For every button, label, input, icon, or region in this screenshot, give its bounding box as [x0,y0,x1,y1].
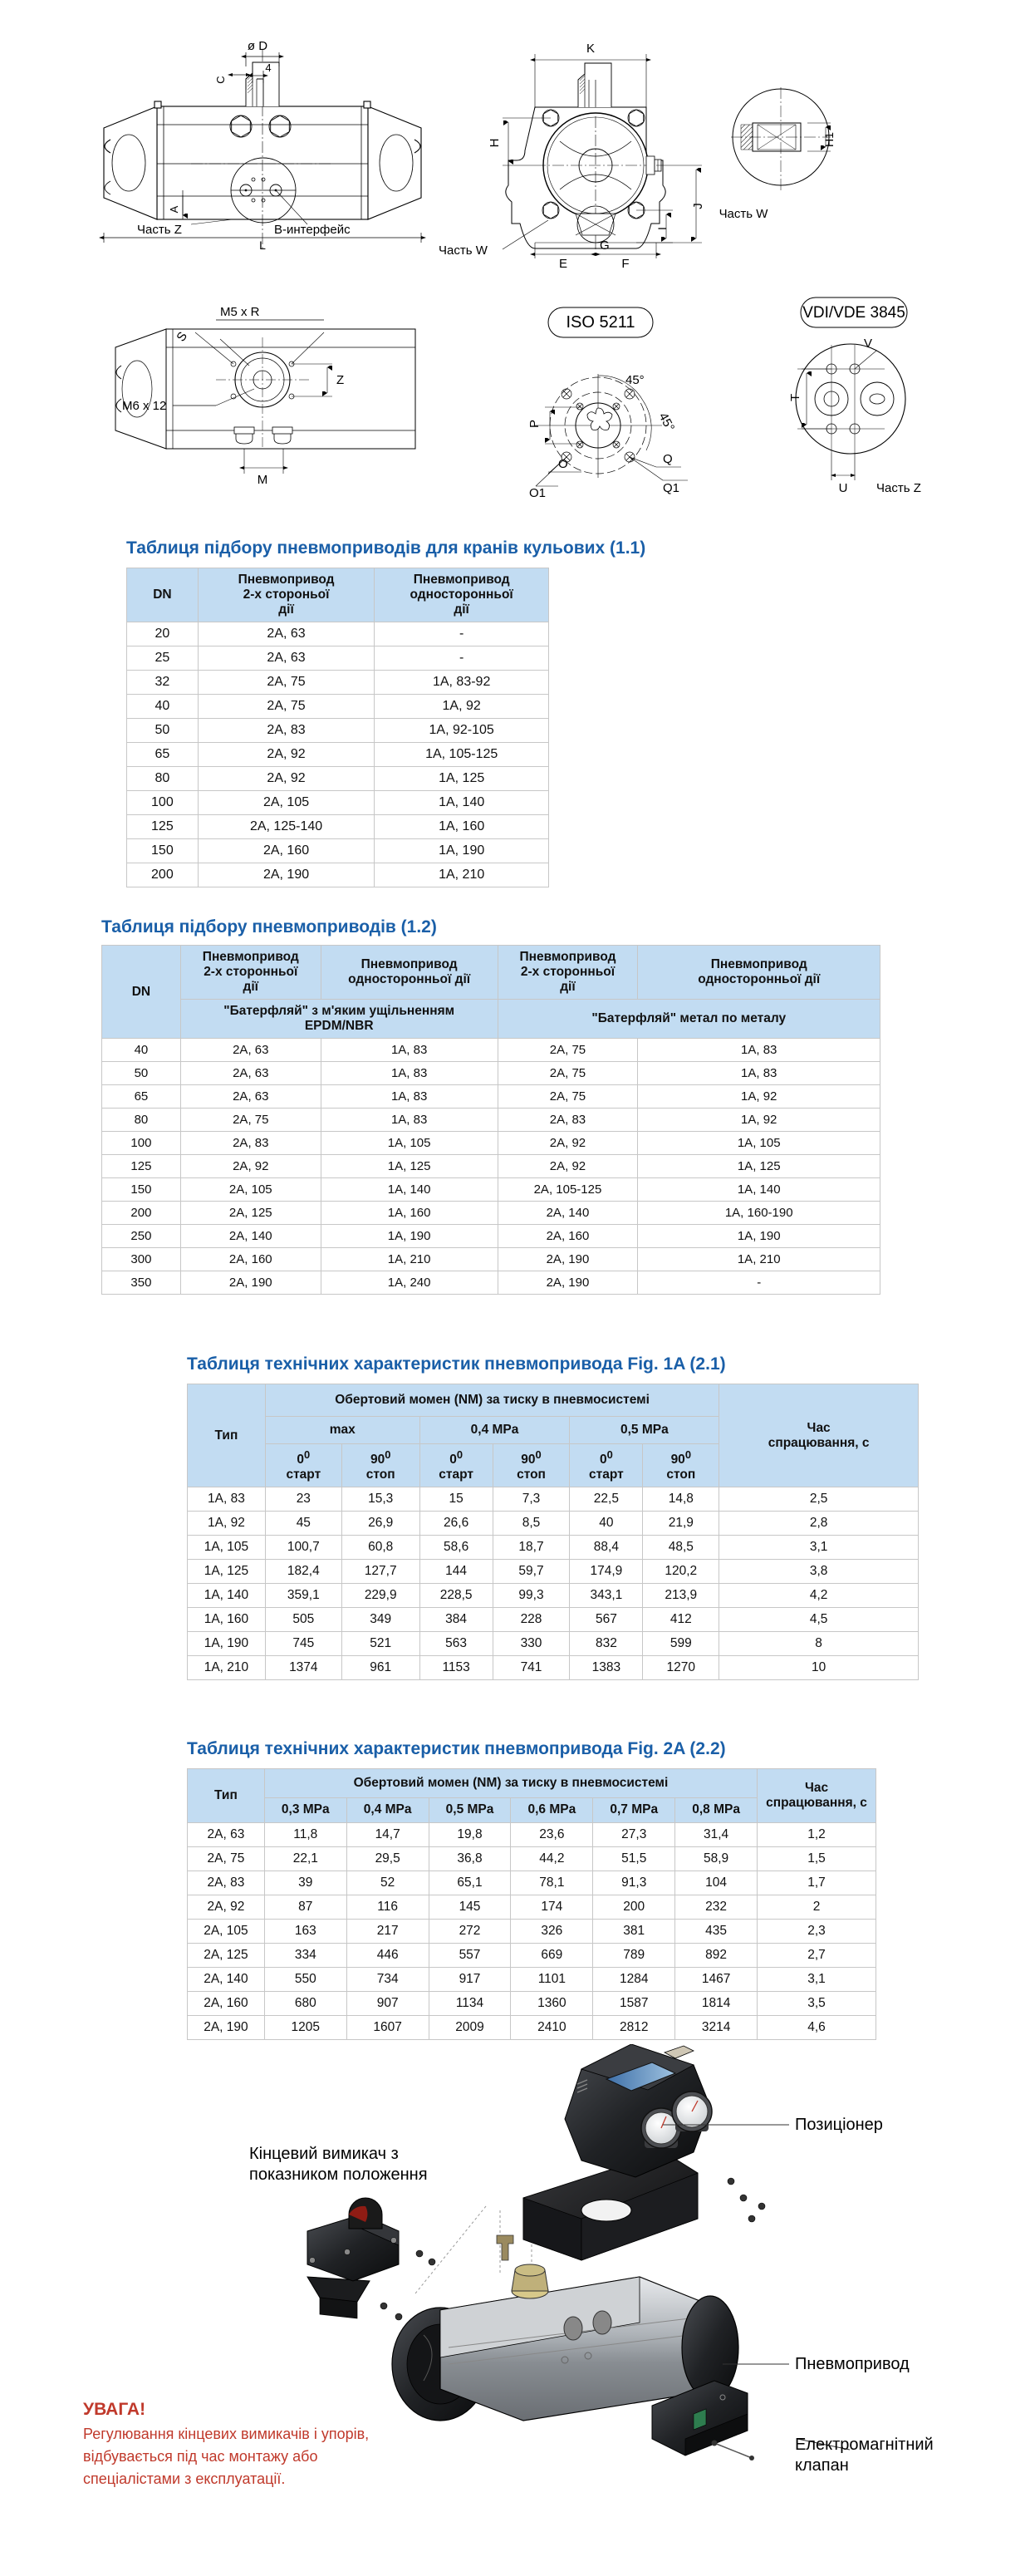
svg-text:Часть W: Часть W [439,243,488,258]
svg-text:45°: 45° [625,373,645,387]
svg-text:ISO 5211: ISO 5211 [566,313,635,332]
svg-text:Часть W: Часть W [719,207,769,221]
svg-text:M6 x 12: M6 x 12 [122,399,166,413]
svg-text:Z: Z [336,373,344,387]
svg-text:O1: O1 [529,486,546,500]
svg-text:A: A [168,205,180,213]
svg-text:Часть Z: Часть Z [137,223,182,237]
svg-text:H: H [488,139,502,148]
svg-text:клапан: клапан [795,2456,849,2475]
svg-text:I: I [655,227,669,230]
svg-text:O: O [558,457,568,471]
svg-text:Пневмопривод: Пневмопривод [795,2355,910,2373]
svg-text:Q: Q [663,452,673,466]
svg-text:H1: H1 [822,132,836,147]
svg-text:K: K [586,42,595,56]
svg-text:V: V [864,337,872,351]
svg-text:В-интерфейс: В-интерфейс [274,223,351,237]
svg-text:Кінцевий вимикач з: Кінцевий вимикач з [249,2145,399,2163]
svg-text:4: 4 [265,61,271,74]
svg-text:Електромагнітний: Електромагнітний [795,2436,934,2454]
svg-text:L: L [259,238,266,252]
svg-text:M5 x R: M5 x R [220,305,260,319]
svg-text:P: P [527,420,542,428]
svg-text:ø D: ø D [248,39,267,53]
svg-text:F: F [621,257,629,271]
svg-text:E: E [559,257,567,271]
svg-text:45°: 45° [655,410,677,434]
svg-text:T: T [788,394,802,401]
svg-text:J: J [691,203,705,209]
svg-text:Часть Z: Часть Z [876,481,921,495]
svg-text:M: M [258,473,268,487]
svg-text:показником положення: показником положення [249,2166,428,2184]
svg-text:VDI/VDE 3845: VDI/VDE 3845 [802,304,905,322]
svg-text:C: C [214,76,227,83]
svg-text:G: G [600,238,610,253]
svg-text:U: U [839,481,848,495]
svg-text:Q1: Q1 [663,481,679,495]
svg-text:Позиціонер: Позиціонер [795,2116,883,2134]
